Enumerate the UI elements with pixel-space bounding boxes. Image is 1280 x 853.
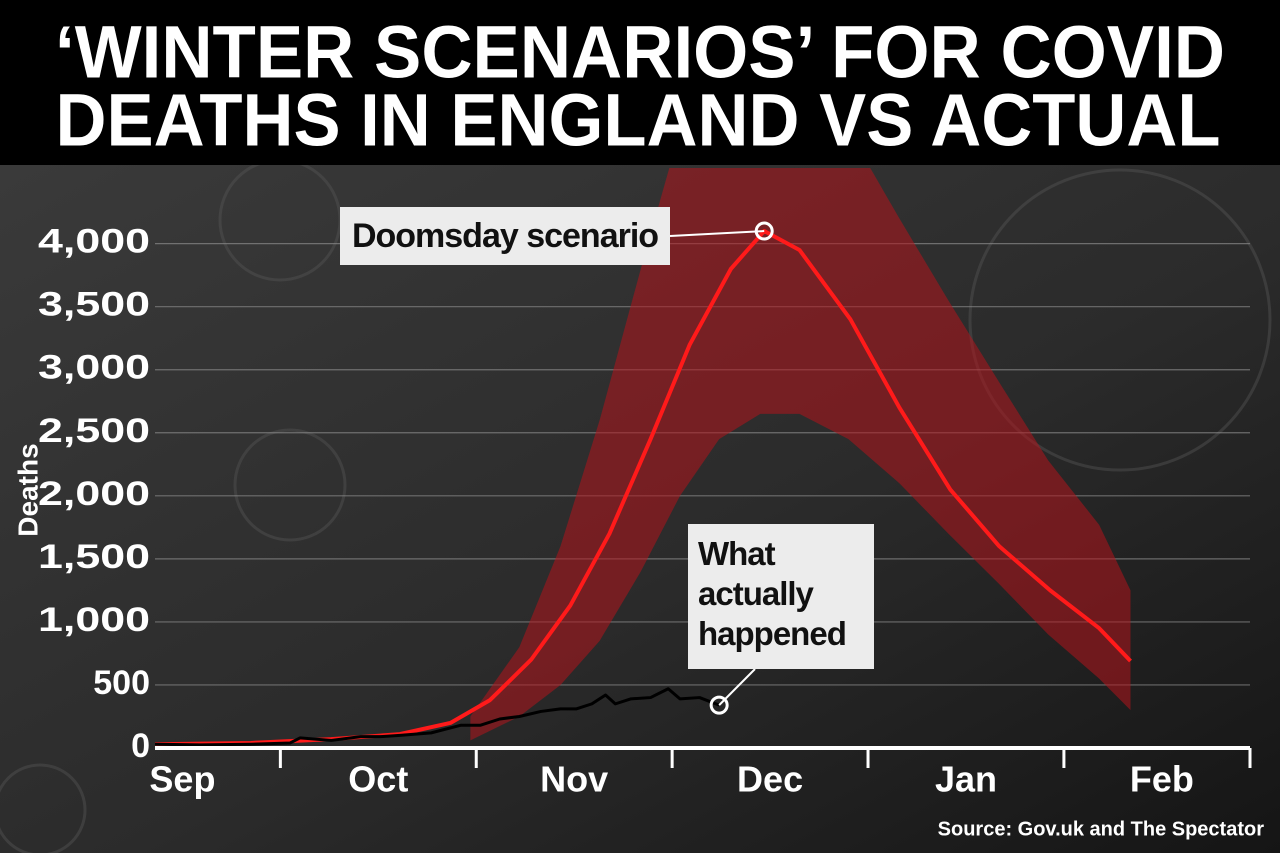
annotation: Doomsday scenario: [340, 207, 670, 265]
annotation-leader: [669, 230, 765, 237]
y-tick-label: 2,000: [38, 475, 150, 513]
y-tick-label: 3,000: [38, 349, 150, 387]
x-tick-label: Jan: [935, 759, 997, 800]
y-tick-label: 500: [93, 664, 150, 702]
chart-title: ‘WINTER SCENARIOS’ FOR COVID: [55, 11, 1225, 94]
title-band: [0, 0, 1280, 165]
x-tick-label: Feb: [1130, 759, 1194, 800]
annotation: What actually happened: [688, 524, 874, 669]
virus-decoration: [0, 158, 1272, 853]
scenario-range: [470, 168, 1131, 741]
series-line: [154, 229, 1132, 747]
plot-area: [154, 168, 1132, 747]
y-tick-label: 1,000: [38, 601, 150, 639]
y-tick-label: 2,500: [38, 412, 150, 450]
x-tick-label: Nov: [540, 759, 608, 800]
x-tick-label: Sep: [149, 759, 215, 800]
y-axis-label: Deaths: [12, 443, 43, 536]
x-tick-label: Oct: [348, 759, 408, 800]
x-tick-label: Dec: [737, 759, 803, 800]
y-tick-label: 4,000: [38, 223, 150, 261]
y-tick-label: 1,500: [38, 538, 150, 576]
y-tick-label: 3,500: [38, 286, 150, 324]
axes: 0 500 1,000 1,500 2,000 2,500 3,000 3,500 4,000 S…: [38, 221, 1252, 800]
annotation-marker: [709, 695, 729, 715]
y-tick-label: 0: [131, 727, 150, 765]
chart-title: DEATHS IN ENGLAND VS ACTUAL: [56, 79, 1221, 162]
source: Source: Gov.uk and The Spectator: [938, 818, 1265, 840]
series-line: [154, 687, 720, 747]
annotation-marker: [754, 221, 774, 241]
